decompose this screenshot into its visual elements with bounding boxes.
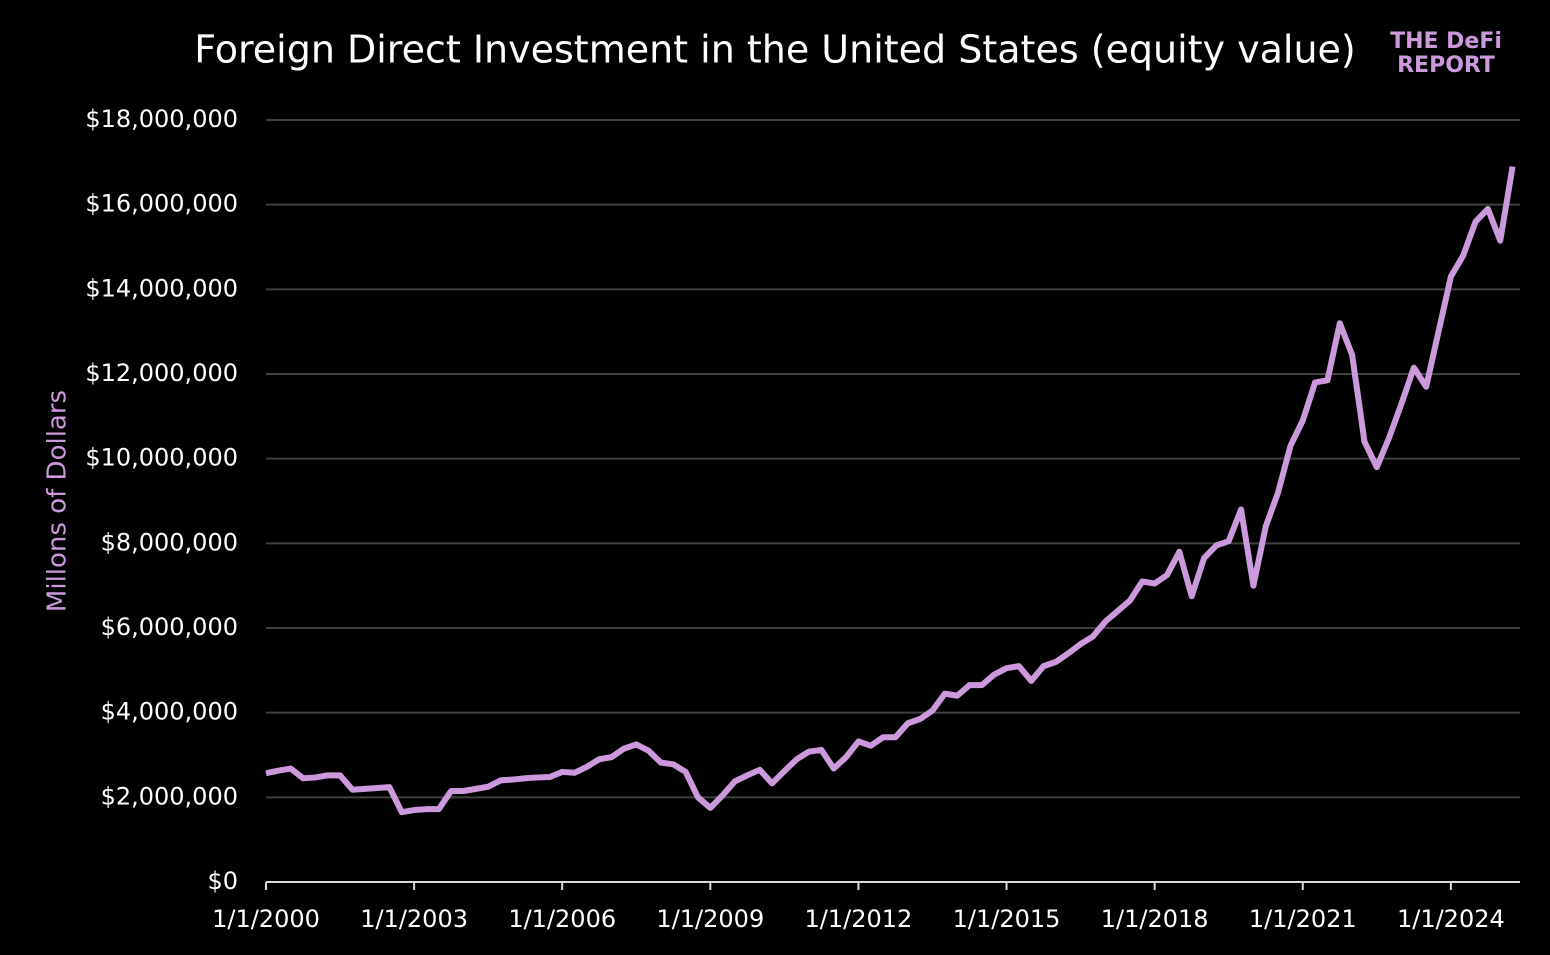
chart-title: Foreign Direct Investment in the United …: [194, 28, 1356, 72]
y-tick-label: $14,000,000: [85, 274, 238, 302]
y-tick-label: $0: [207, 867, 238, 895]
logo: THE DeFi: [1390, 29, 1502, 54]
data-line: [265, 166, 1516, 816]
x-tick-label: 1/1/2015: [953, 905, 1061, 933]
y-tick-label: $12,000,000: [85, 359, 238, 387]
x-tick-label: 1/1/2003: [360, 905, 468, 933]
x-tick-label: 1/1/2000: [212, 905, 320, 933]
x-tick-label: 1/1/2009: [656, 905, 764, 933]
x-tick-label: 1/1/2018: [1101, 905, 1209, 933]
x-tick-label: 1/1/2021: [1249, 905, 1357, 933]
x-tick-label: 1/1/2012: [805, 905, 913, 933]
y-tick-label: $4,000,000: [101, 698, 238, 726]
y-tick-label: $6,000,000: [101, 613, 238, 641]
x-tick-label: 1/1/2006: [508, 905, 616, 933]
y-tick-label: $10,000,000: [85, 444, 238, 472]
y-tick-label: $18,000,000: [85, 105, 238, 133]
x-tick-label: 1/1/2024: [1397, 905, 1505, 933]
y-tick-label: $8,000,000: [101, 528, 238, 556]
y-tick-label: $16,000,000: [85, 190, 238, 218]
logo: REPORT: [1397, 53, 1495, 78]
y-axis-label: Millons of Dollars: [43, 390, 73, 612]
y-tick-label: $2,000,000: [101, 782, 238, 810]
